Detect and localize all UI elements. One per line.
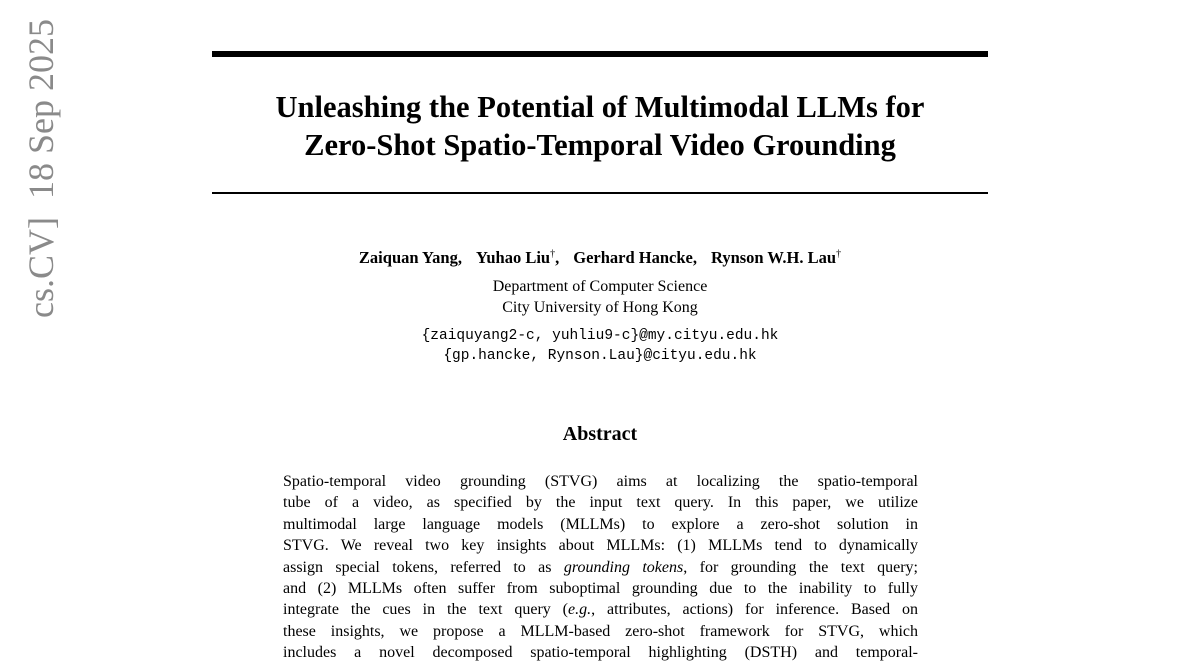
author-name: Rynson W.H. Lau: [710, 248, 837, 267]
text: , for grounding the text query;: [683, 558, 918, 576]
italic-text: e.g.: [568, 601, 592, 619]
author-name: Yuhao Liu: [475, 248, 551, 267]
abstract-line: multimodal large language models (MLLMs)…: [283, 514, 918, 535]
text: , attributes, actions) for inference. Ba…: [591, 601, 919, 619]
abstract-line: tube of a video, as specified by the inp…: [283, 492, 918, 513]
author: Rynson W.H. Lau†: [711, 248, 841, 267]
page-body: cs.CV] 18 Sep 2025 Unleashing the Potent…: [0, 19, 1200, 662]
authors: Zaiquan Yang, Yuhao Liu†, Gerhard Hancke, R…: [0, 248, 1200, 268]
author: Yuhao Liu†,: [476, 248, 559, 267]
text: multimodal large language models (MLLMs)…: [283, 515, 918, 533]
abstract-heading: Abstract: [562, 423, 638, 445]
abstract-line: integrate the cues in the text query (e.…: [283, 599, 918, 620]
affiliation: Department of Computer Science: [492, 278, 708, 295]
affiliation: City University of Hong Kong: [502, 299, 698, 316]
author-mark: †: [550, 248, 556, 260]
author-sep: ,: [692, 248, 697, 267]
author-name: Zaiquan Yang: [358, 248, 458, 267]
abstract-line: and (2) MLLMs often suffer from suboptim…: [283, 578, 918, 599]
author-name: Gerhard Hancke: [573, 248, 693, 267]
author-mark: †: [836, 248, 842, 260]
abstract-line: assign special tokens, referred to as gr…: [283, 557, 918, 578]
author: Gerhard Hancke,: [573, 248, 697, 267]
title-rule: [212, 192, 988, 194]
abstract-line: these insights, we propose a MLLM-based …: [283, 621, 918, 642]
title-line: Unleashing the Potential of Multimodal L…: [275, 90, 925, 124]
text: STVG. We reveal two key insights about M…: [283, 537, 918, 555]
page: Paper page {"sidebar": {"category": "cs.…: [0, 19, 1200, 662]
text: integrate the cues in the text query (: [283, 601, 569, 619]
text: and (2) MLLMs often suffer from suboptim…: [283, 580, 918, 597]
author-sep: ,: [555, 248, 560, 267]
text: tube of a video, as specified by the inp…: [283, 494, 918, 512]
title-line: Zero-Shot Spatio-Temporal Video Groundin…: [304, 128, 896, 162]
text: these insights, we propose a MLLM-based …: [283, 622, 918, 640]
text: includes a novel decomposed spatio-tempo…: [283, 644, 918, 662]
abstract-line: includes a novel decomposed spatio-tempo…: [283, 642, 918, 663]
top-rule: [212, 51, 988, 57]
italic-text: grounding tokens: [563, 558, 684, 576]
email: {zaiquyang2-c, yuhliu9-c}@my.cityu.edu.h…: [421, 328, 779, 344]
text: Spatio-temporal video grounding (STVG) a…: [283, 473, 918, 490]
text: assign special tokens, referred to as: [283, 558, 564, 576]
email: {gp.hancke, Rynson.Lau}@cityu.edu.hk: [443, 348, 757, 364]
author: Zaiquan Yang,: [359, 248, 462, 267]
abstract-line: STVG. We reveal two key insights about M…: [283, 535, 918, 556]
abstract-line: Spatio-temporal video grounding (STVG) a…: [283, 471, 918, 492]
author-sep: ,: [457, 248, 462, 267]
